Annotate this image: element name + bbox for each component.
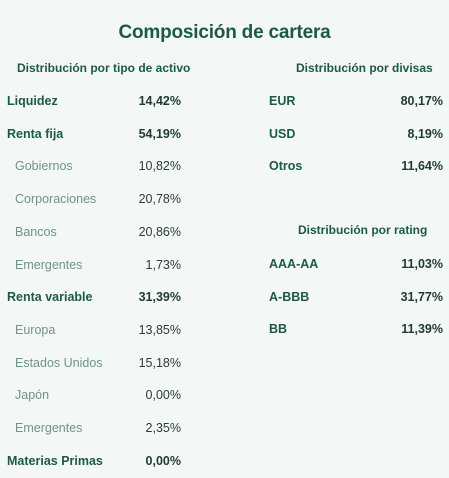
page-title: Composición de cartera [118,22,331,43]
asset-row: Japón 0,00% [7,386,181,404]
rating-row: A-BBB 31,77% [269,288,443,306]
row-label: Emergentes [15,421,83,435]
asset-row: Liquidez 14,42% [7,92,181,110]
row-label: Emergentes [15,257,83,272]
row-value: 54,19% [138,126,181,141]
row-value: 13,85% [138,322,181,337]
row-label: AAA-AA [269,257,319,271]
rating-row: BB 11,39% [269,320,443,338]
rating-row: AAA-AA 11,03% [269,255,443,273]
asset-row: Corporaciones 20,78% [7,190,181,208]
row-label: Estados Unidos [15,355,103,370]
row-label: BB [269,322,288,337]
asset-row: Gobiernos 10,82% [7,157,181,175]
row-label: Otros [269,159,303,174]
row-value: 20,86% [138,224,181,239]
row-value: 8,19% [407,126,443,141]
row-label: Gobiernos [15,159,73,174]
row-label: Bancos [15,224,57,239]
row-value: 31,39% [138,290,181,305]
row-value: 2,35% [145,421,181,435]
asset-row: Renta variable 31,39% [7,288,181,306]
row-value: 20,78% [138,192,181,207]
row-label: A-BBB [269,289,310,304]
row-value: 0,00% [145,388,181,403]
row-label: Corporaciones [15,192,97,207]
row-label: Liquidez [7,94,58,108]
asset-row: Emergentes 2,35% [7,419,181,437]
currency-row: Otros 11,64% [269,157,443,175]
currency-row: EUR 80,17% [269,92,443,110]
currency-distribution-header: Distribución por divisas [296,61,433,75]
row-value: 10,82% [138,159,181,174]
asset-row: Materias Primas 0,00% [7,452,181,470]
row-value: 31,77% [400,289,443,304]
asset-row: Estados Unidos 15,18% [7,354,181,372]
row-label: Renta variable [7,290,93,305]
row-label: Japón [15,388,50,403]
row-value: 0,00% [145,453,181,468]
row-value: 11,03% [401,257,443,271]
asset-row: Europa 13,85% [7,321,181,339]
asset-row: Bancos 20,86% [7,223,181,241]
row-label: Materias Primas [7,453,103,468]
row-label: Renta fija [7,126,64,141]
rating-distribution-header: Distribución por rating [298,223,428,237]
row-label: USD [269,126,296,141]
asset-row: Renta fija 54,19% [7,125,181,143]
row-label: Europa [15,322,56,337]
row-value: 11,64% [401,159,443,174]
row-value: 14,42% [138,94,181,108]
row-value: 80,17% [400,94,443,108]
currency-row: USD 8,19% [269,125,443,143]
row-value: 1,73% [145,257,181,272]
row-value: 11,39% [401,322,443,337]
row-label: EUR [269,94,296,108]
asset-row: Emergentes 1,73% [7,256,181,274]
asset-distribution-header: Distribución por tipo de activo [17,61,191,75]
row-value: 15,18% [138,355,181,370]
